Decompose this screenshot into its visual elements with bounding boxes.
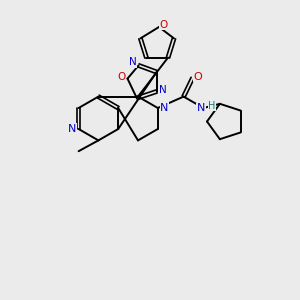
Text: O: O <box>194 71 202 82</box>
Text: O: O <box>159 20 168 30</box>
Text: H: H <box>208 100 215 111</box>
Text: N: N <box>197 103 205 113</box>
Text: O: O <box>117 72 126 82</box>
Text: N: N <box>160 103 169 113</box>
Text: N: N <box>129 57 136 68</box>
Text: N: N <box>68 124 76 134</box>
Text: N: N <box>159 85 167 95</box>
